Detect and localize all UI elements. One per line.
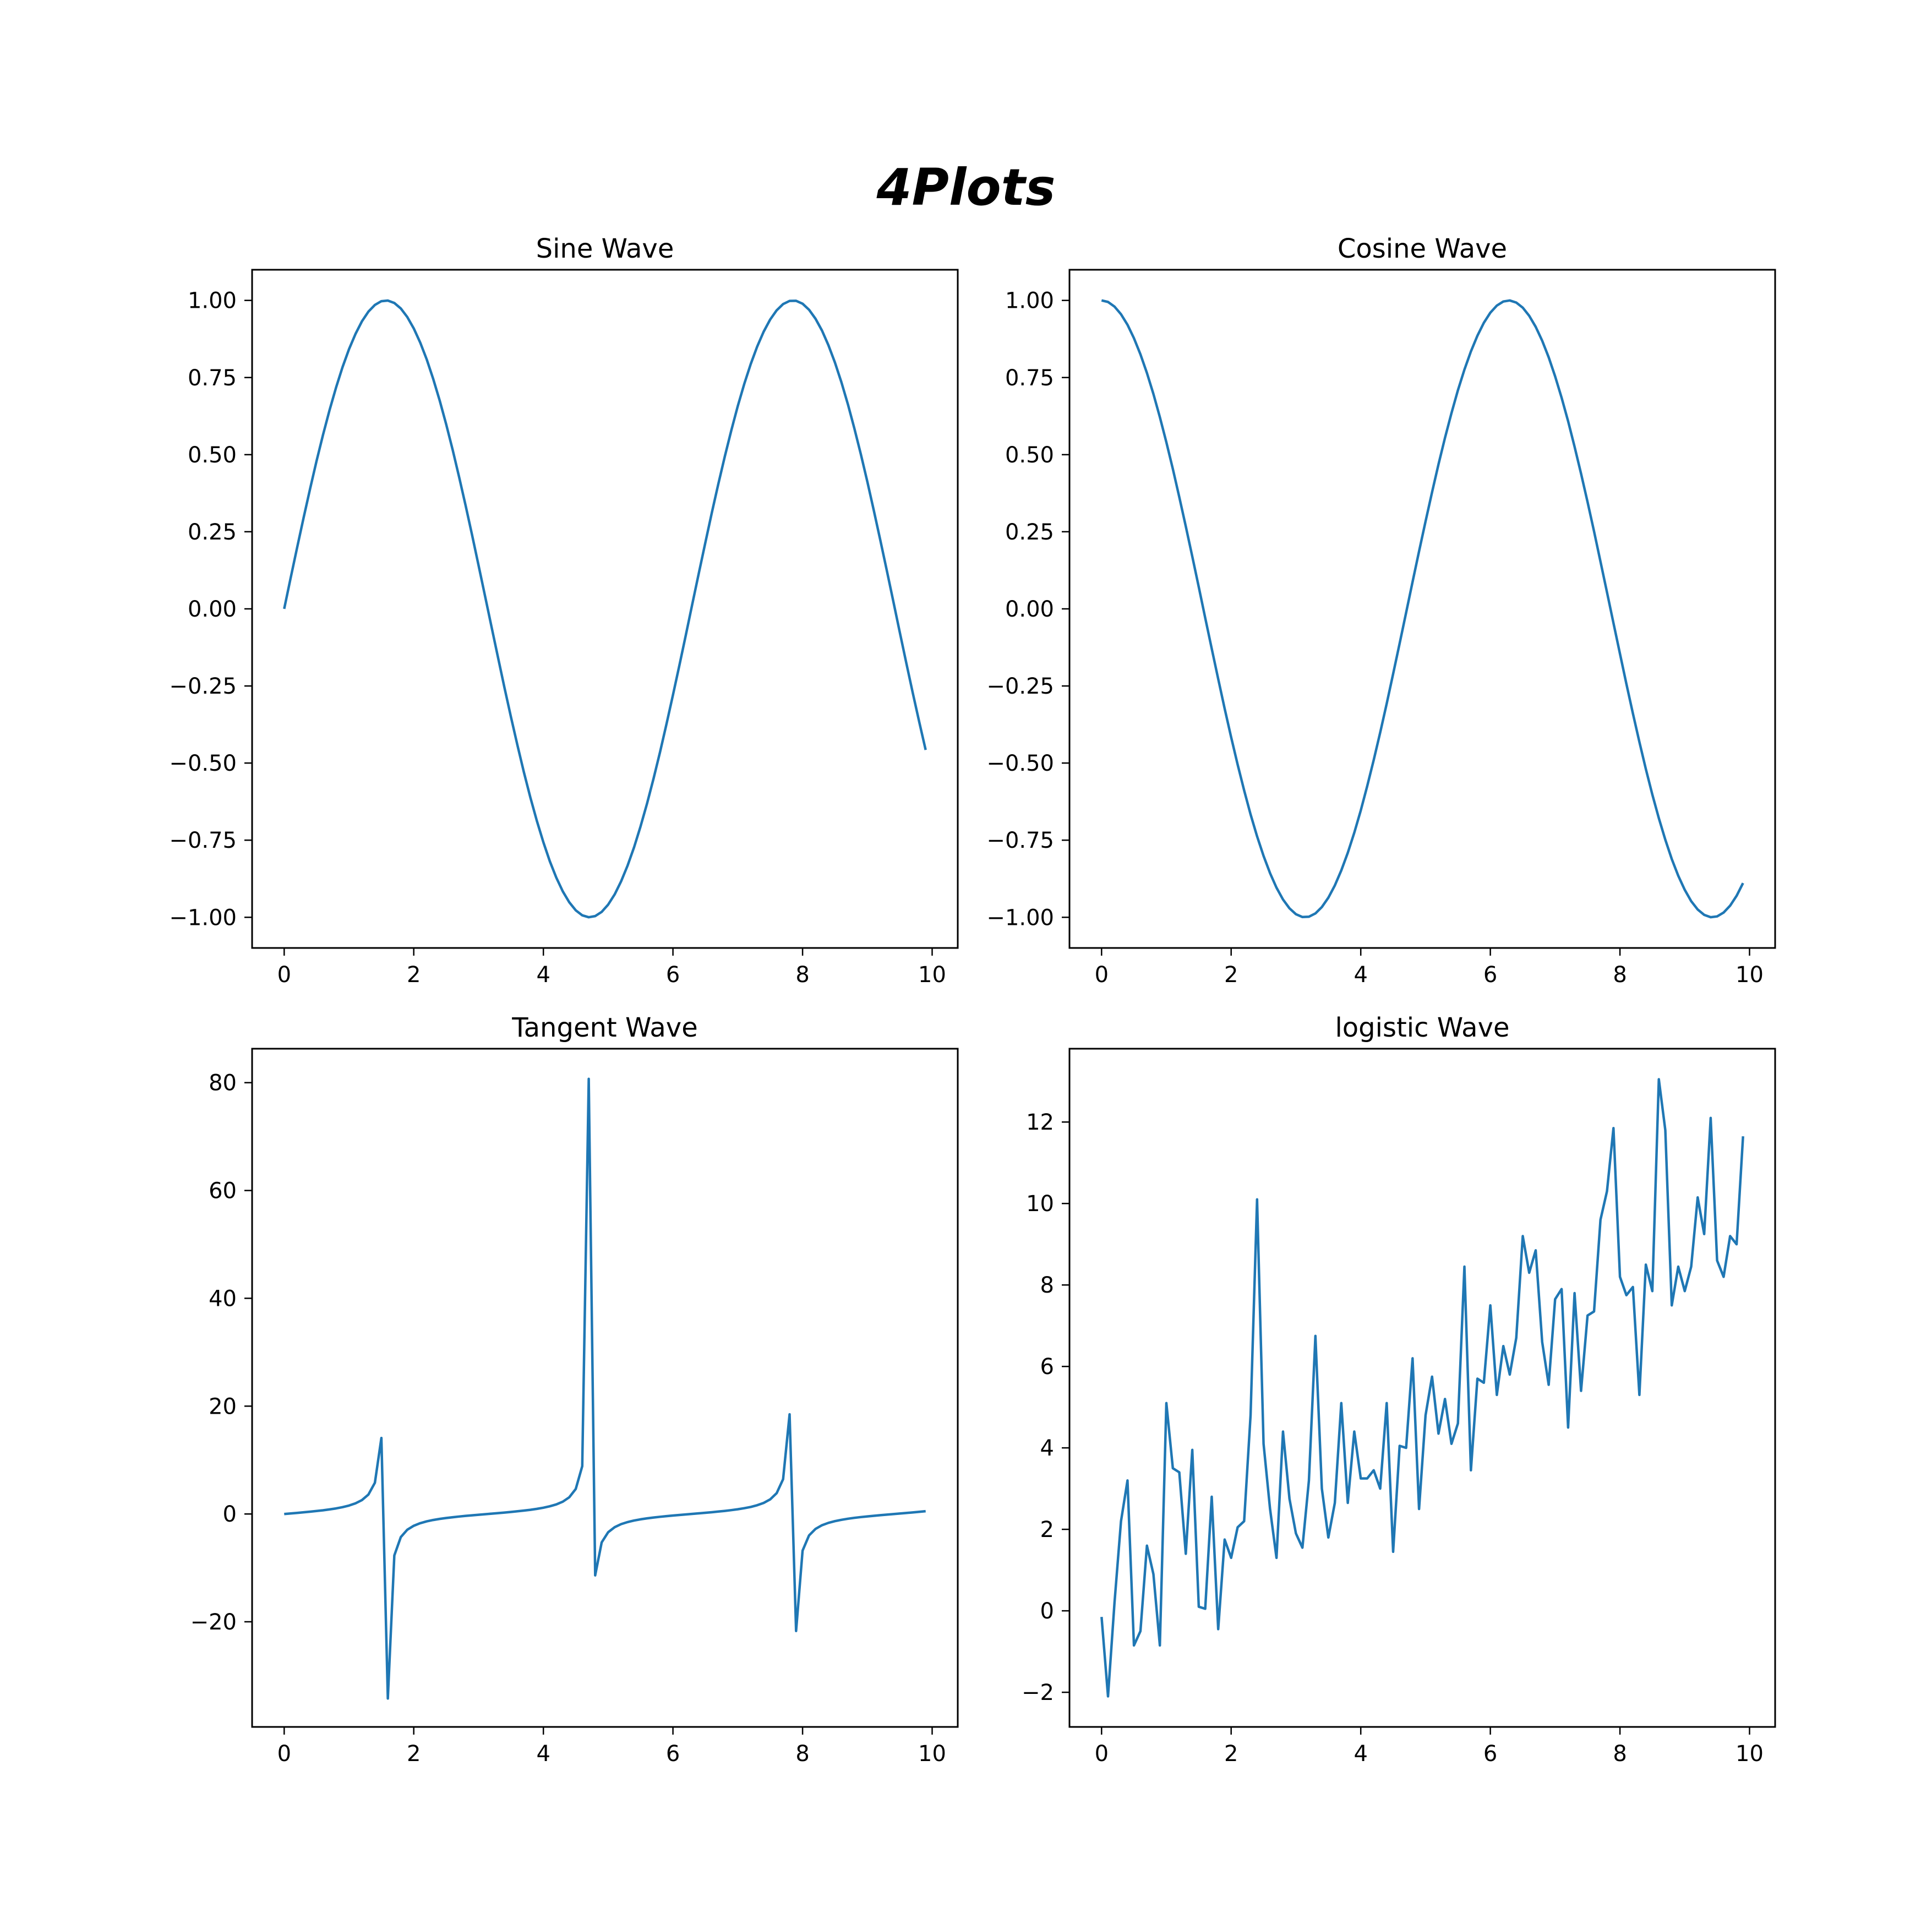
- logistic-wave-xtick-label: 6: [1483, 1741, 1497, 1767]
- logistic-wave-ytick-label: 0: [1040, 1599, 1054, 1624]
- tangent-wave-xtick-label: 0: [277, 1741, 291, 1767]
- sine-wave-ytick-label: −1.00: [169, 905, 237, 930]
- tangent-wave-ytick-label: −20: [190, 1610, 237, 1635]
- logistic-wave-ytick-label: 12: [1026, 1110, 1054, 1135]
- cosine-wave-ytick-label: 0.50: [1005, 443, 1054, 468]
- cosine-wave-ytick-label: −0.75: [986, 828, 1054, 853]
- sine-wave-ytick-label: 1.00: [188, 288, 237, 314]
- tangent-wave-ytick-label: 80: [209, 1071, 237, 1096]
- cosine-wave-xtick-label: 2: [1224, 962, 1238, 988]
- sine-wave-xtick-label: 10: [918, 962, 946, 988]
- logistic-wave-ytick-label: 8: [1040, 1273, 1054, 1298]
- tangent-wave-ytick-label: 0: [223, 1502, 237, 1527]
- tangent-wave-xtick-label: 10: [918, 1741, 946, 1767]
- cosine-wave-xtick-label: 10: [1735, 962, 1764, 988]
- sine-wave-ytick-label: 0.50: [188, 443, 237, 468]
- cosine-wave-ytick-label: −0.50: [986, 751, 1054, 776]
- sine-wave-ytick-label: 0.75: [188, 366, 237, 391]
- tangent-wave-ytick-label: 20: [209, 1394, 237, 1419]
- logistic-wave-xtick-label: 10: [1735, 1741, 1764, 1767]
- cosine-wave-xtick-label: 4: [1354, 962, 1367, 988]
- logistic-wave-ytick-label: 6: [1040, 1354, 1054, 1380]
- sine-wave-ytick-label: −0.50: [169, 751, 237, 776]
- logistic-wave-xtick-label: 8: [1613, 1741, 1627, 1767]
- logistic-wave-title: logistic Wave: [1335, 1012, 1509, 1043]
- tangent-wave-xtick-label: 8: [795, 1741, 809, 1767]
- cosine-wave-ytick-label: −0.25: [986, 674, 1054, 699]
- sine-wave-ytick-label: 0.00: [188, 597, 237, 622]
- sine-wave-ytick-label: −0.75: [169, 828, 237, 853]
- cosine-wave-title: Cosine Wave: [1338, 233, 1507, 264]
- cosine-wave-ytick-label: −1.00: [986, 905, 1054, 930]
- sine-wave-title: Sine Wave: [536, 233, 674, 264]
- sine-wave-xtick-label: 0: [277, 962, 291, 988]
- sine-wave-xtick-label: 8: [795, 962, 809, 988]
- sine-wave-xtick-label: 4: [536, 962, 550, 988]
- tangent-wave-ytick-label: 40: [209, 1286, 237, 1311]
- logistic-wave-xtick-label: 0: [1095, 1741, 1109, 1767]
- logistic-wave-ytick-label: −2: [1022, 1680, 1054, 1705]
- logistic-wave-ytick-label: 10: [1026, 1191, 1054, 1217]
- sine-wave-ytick-label: −0.25: [169, 674, 237, 699]
- sine-wave-xtick-label: 6: [666, 962, 680, 988]
- figure-title: 4Plots: [876, 158, 1056, 217]
- tangent-wave-xtick-label: 4: [536, 1741, 550, 1767]
- cosine-wave-ytick-label: 1.00: [1005, 288, 1054, 314]
- logistic-wave-xtick-label: 2: [1224, 1741, 1238, 1767]
- logistic-wave-ytick-label: 4: [1040, 1436, 1054, 1461]
- sine-wave-xtick-label: 2: [407, 962, 421, 988]
- cosine-wave-ytick-label: 0.75: [1005, 366, 1054, 391]
- tangent-wave-xtick-label: 6: [666, 1741, 680, 1767]
- logistic-wave-ytick-label: 2: [1040, 1517, 1054, 1543]
- cosine-wave-xtick-label: 0: [1095, 962, 1109, 988]
- tangent-wave-title: Tangent Wave: [511, 1012, 697, 1043]
- tangent-wave-xtick-label: 2: [407, 1741, 421, 1767]
- tangent-wave-ytick-label: 60: [209, 1179, 237, 1204]
- cosine-wave-ytick-label: 0.25: [1005, 520, 1054, 545]
- logistic-wave-xtick-label: 4: [1354, 1741, 1367, 1767]
- cosine-wave-xtick-label: 6: [1483, 962, 1497, 988]
- cosine-wave-ytick-label: 0.00: [1005, 597, 1054, 622]
- cosine-wave-xtick-label: 8: [1613, 962, 1627, 988]
- sine-wave-ytick-label: 0.25: [188, 520, 237, 545]
